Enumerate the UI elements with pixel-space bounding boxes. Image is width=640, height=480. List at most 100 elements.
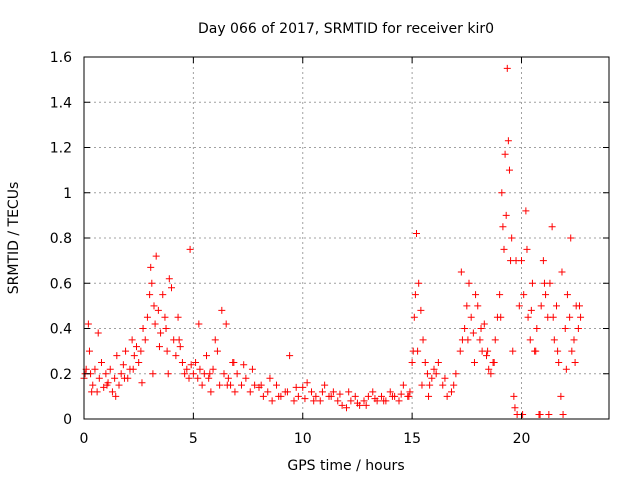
data-point [151, 320, 159, 328]
y-tick-label: 0.6 [50, 276, 72, 292]
data-point [480, 320, 488, 328]
data-point [461, 325, 469, 332]
data-point [216, 381, 224, 389]
data-point [223, 381, 231, 389]
data-point [554, 347, 562, 355]
data-point [410, 313, 418, 321]
data-point [334, 397, 342, 405]
data-point [161, 313, 169, 321]
data-point [117, 370, 125, 378]
data-point [186, 245, 194, 253]
data-point [251, 381, 259, 389]
data-point [164, 370, 172, 378]
data-point [425, 392, 433, 400]
data-point [386, 388, 394, 396]
data-point [224, 374, 232, 382]
data-point [537, 302, 545, 310]
data-point [443, 392, 451, 400]
data-point [524, 313, 532, 321]
data-point [209, 365, 217, 373]
data-point [257, 381, 265, 389]
data-point [106, 365, 114, 373]
data-point [155, 343, 163, 351]
data-point [283, 388, 291, 396]
data-point [220, 370, 228, 378]
data-point [423, 370, 431, 378]
chart-title: Day 066 of 2017, SRMTID for receiver kir… [198, 21, 494, 37]
data-point [515, 302, 523, 310]
data-point [428, 374, 436, 382]
data-point [484, 347, 492, 355]
data-point [456, 347, 464, 355]
data-point [405, 392, 413, 400]
data-point [452, 370, 460, 378]
data-point [411, 291, 419, 299]
data-point [154, 306, 162, 314]
data-point [540, 279, 548, 287]
data-point [108, 388, 116, 396]
data-point [233, 370, 241, 378]
data-point [434, 358, 442, 366]
data-point [496, 291, 504, 299]
data-point [111, 374, 119, 382]
ticks: 0 0.2 0.4 0.6 0.8 1 1.2 1.4 1.6 0 5 10 15 20 [50, 50, 609, 447]
data-points [80, 64, 585, 418]
data-point [303, 379, 311, 387]
data-point [465, 279, 473, 287]
data-point [399, 381, 407, 389]
y-tick-label: 0.4 [50, 322, 72, 338]
data-point [113, 352, 121, 360]
y-tick-label: 0 [63, 412, 72, 428]
y-tick-label: 0.8 [50, 231, 72, 247]
data-point [95, 374, 103, 382]
data-point [568, 347, 576, 355]
data-point [85, 347, 93, 355]
data-point [122, 347, 130, 355]
data-point [550, 336, 558, 344]
data-point [286, 352, 294, 360]
data-point [316, 397, 324, 405]
data-point [523, 245, 531, 253]
data-point [532, 347, 540, 355]
data-point [312, 392, 320, 400]
data-point [128, 336, 136, 344]
data-point [450, 381, 458, 389]
data-point [327, 392, 335, 400]
data-point [571, 358, 579, 366]
data-point [205, 374, 213, 382]
data-point [414, 347, 422, 355]
data-point [273, 381, 280, 389]
data-point [187, 361, 195, 369]
data-point [89, 381, 97, 389]
data-point [120, 374, 128, 382]
data-point [413, 229, 420, 237]
data-point [347, 397, 355, 405]
data-point [577, 313, 585, 321]
x-axis-label: GPS time / hours [287, 458, 404, 474]
y-axis-label: SRMTID / TECUs [6, 182, 22, 295]
data-point [242, 374, 250, 382]
data-point [211, 336, 219, 344]
data-point [213, 347, 221, 355]
data-point [338, 401, 346, 409]
data-point [498, 189, 506, 197]
data-point [472, 291, 480, 299]
data-point [509, 347, 517, 355]
data-point [310, 397, 318, 405]
data-point [528, 279, 536, 287]
data-point [178, 358, 186, 366]
data-point [467, 313, 475, 321]
data-point [511, 404, 519, 412]
data-point [115, 381, 123, 389]
data-point [561, 325, 569, 332]
data-point [299, 383, 307, 391]
data-point [152, 252, 160, 260]
data-point [570, 336, 578, 344]
y-tick-label: 1 [63, 186, 72, 202]
data-point [520, 291, 528, 299]
data-point [421, 358, 429, 366]
data-point [185, 374, 193, 382]
data-point [148, 279, 156, 287]
data-point [176, 343, 184, 351]
data-point [195, 320, 203, 328]
